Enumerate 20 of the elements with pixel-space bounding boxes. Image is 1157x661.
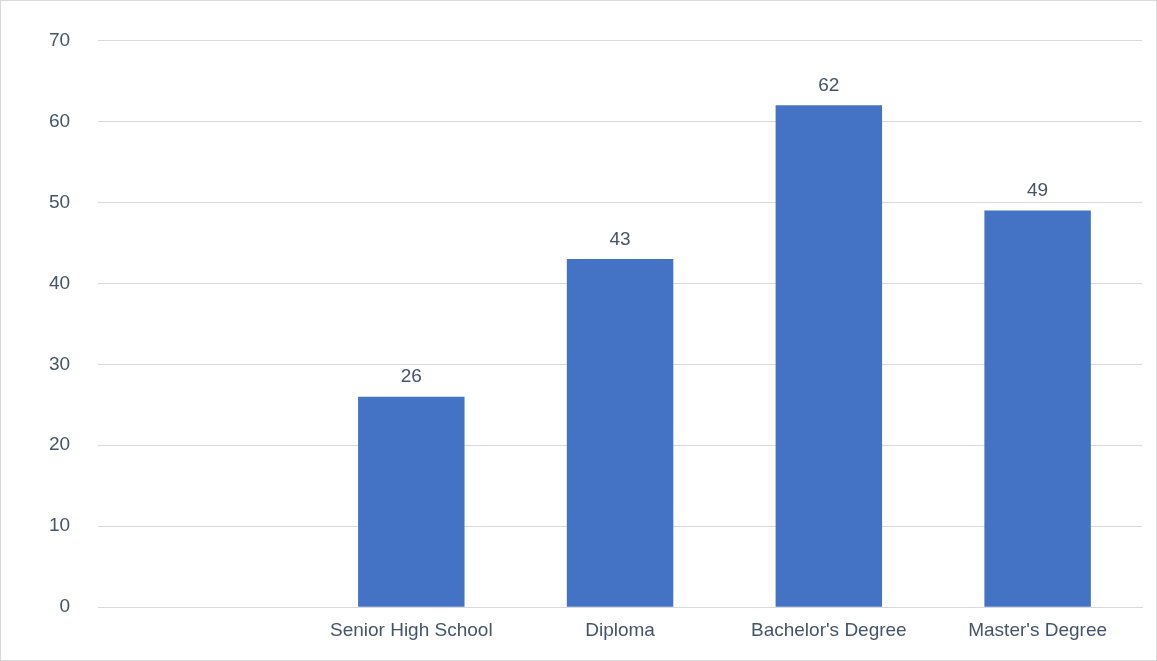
y-tick-label: 0 (59, 595, 71, 617)
data-label: 49 (1027, 179, 1049, 201)
bar (358, 396, 465, 607)
data-label: 43 (609, 227, 631, 249)
y-tick-label: 40 (48, 271, 71, 293)
y-tick-label: 60 (48, 109, 71, 131)
data-label: 26 (400, 365, 422, 387)
bar (566, 259, 674, 607)
x-tick-label: Senior High School (329, 618, 493, 640)
y-tick-label: 30 (48, 352, 71, 374)
x-tick-label: Bachelor's Degree (750, 618, 907, 640)
bar (984, 210, 1091, 607)
y-tick-label: 10 (48, 514, 71, 536)
y-tick-label: 20 (48, 433, 71, 455)
y-tick-label: 50 (48, 190, 71, 212)
y-tick-label: 70 (48, 28, 71, 50)
bar (775, 105, 883, 607)
data-label: 62 (818, 73, 840, 95)
x-tick-label: Diploma (585, 618, 656, 640)
x-tick-label: Master's Degree (968, 618, 1108, 640)
